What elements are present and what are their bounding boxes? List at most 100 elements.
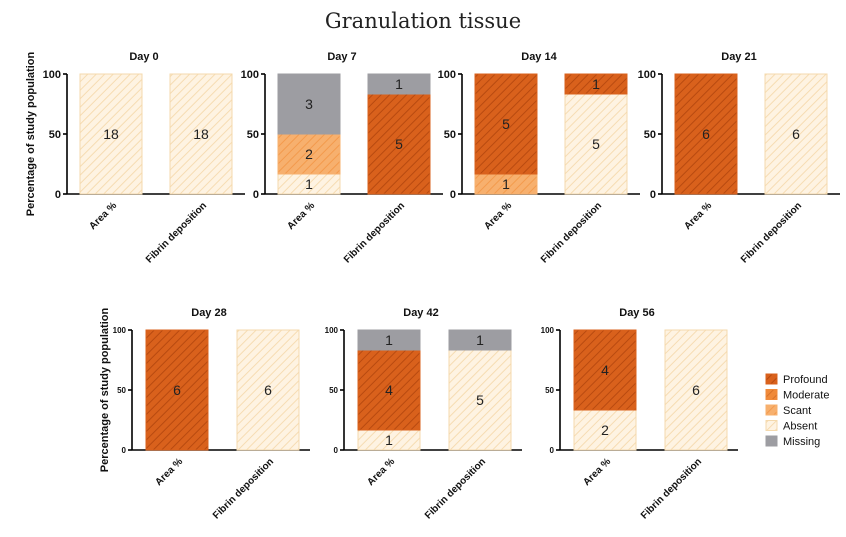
bar-day-42-fibrin-deposition: 51 — [448, 329, 512, 451]
x-tick-label: Fibrin deposition — [144, 200, 209, 265]
bar-segment-absent — [573, 409, 637, 451]
bar-day-56-area: 24 — [573, 329, 637, 451]
segment-count-label: 1 — [305, 176, 313, 192]
segment-count-label: 2 — [601, 422, 609, 438]
y-tick-label: 50 — [117, 386, 126, 395]
legend-label: Moderate — [783, 390, 829, 402]
x-tick-label: Area % — [581, 456, 613, 488]
bar-segment-missing — [277, 73, 341, 135]
bar-segment-profound — [367, 93, 431, 195]
panel-title: Day 56 — [619, 307, 654, 319]
x-tick-label: Fibrin deposition — [639, 456, 704, 521]
y-tick-label: 0 — [55, 189, 61, 201]
y-tick-label: 50 — [247, 129, 259, 141]
segment-count-label: 5 — [502, 116, 510, 132]
y-tick-label: 50 — [444, 129, 456, 141]
segment-count-label: 6 — [264, 382, 272, 398]
y-tick-label: 100 — [638, 69, 656, 81]
y-tick-label: 100 — [241, 69, 259, 81]
bar-segment-missing — [448, 329, 512, 351]
segment-count-label: 5 — [395, 136, 403, 152]
legend-swatch — [765, 435, 778, 447]
bar-segment-profound — [573, 329, 637, 411]
bar-segment-profound — [474, 73, 538, 175]
panel-day-0: Day 0 0 50 100 18 Area % 18 Fibrin deposition — [43, 51, 245, 265]
x-tick-label: Area % — [285, 200, 317, 232]
bar-day-14-area: 15 — [474, 73, 538, 195]
bar-segment-absent — [79, 73, 143, 195]
panel-title: Day 28 — [191, 307, 226, 319]
panel-title: Day 14 — [521, 51, 557, 63]
y-tick-label: 100 — [541, 326, 555, 335]
bar-segment-profound — [357, 349, 421, 431]
panel-title: Day 21 — [721, 51, 756, 63]
segment-count-label: 1 — [385, 432, 393, 448]
bar-segment-profound — [674, 73, 738, 195]
y-axis-label: Percentage of study population — [99, 308, 111, 473]
panel-title: Day 0 — [129, 51, 158, 63]
legend-item-absent: Absent — [765, 420, 817, 433]
bar-day-21-fibrin-deposition: 6 — [764, 73, 828, 195]
bar-segment-profound — [564, 73, 628, 95]
x-tick-label: Fibrin deposition — [342, 200, 407, 265]
bar-day-0-area: 18 — [79, 73, 143, 195]
y-tick-label: 100 — [325, 326, 339, 335]
segment-count-label: 5 — [476, 392, 484, 408]
x-tick-label: Area % — [365, 456, 397, 488]
segment-count-label: 6 — [692, 382, 700, 398]
bar-day-28-fibrin-deposition: 6 — [236, 329, 300, 451]
legend-label: Profound — [783, 374, 828, 386]
segment-count-label: 1 — [502, 176, 510, 192]
x-tick-label: Area % — [482, 200, 514, 232]
y-tick-label: 0 — [253, 189, 259, 201]
segment-count-label: 18 — [103, 126, 119, 142]
panel-day-21: Day 21 0 50 100 6 Area % 6 Fibrin deposition — [638, 51, 840, 265]
x-tick-label: Fibrin deposition — [739, 200, 804, 265]
segment-count-label: 2 — [305, 146, 313, 162]
bar-segment-absent — [664, 329, 728, 451]
bar-day-7-area: 1 2 3 — [277, 73, 341, 195]
bar-segment-absent — [236, 329, 300, 451]
legend: Profound Moderate Scant Absent Missing — [765, 373, 829, 448]
bar-day-7-fibrin-deposition: 51 — [367, 73, 431, 195]
segment-count-label: 18 — [193, 126, 209, 142]
bar-day-28-area: 6 — [145, 329, 209, 451]
legend-swatch — [765, 373, 778, 385]
bar-day-56-fibrin-deposition: 6 — [664, 329, 728, 451]
x-tick-label: Area % — [87, 200, 119, 232]
x-tick-label: Area % — [682, 200, 714, 232]
x-tick-label: Fibrin deposition — [539, 200, 604, 265]
bar-day-14-fibrin-deposition: 51 — [564, 73, 628, 195]
y-axis-label: Percentage of study population — [25, 52, 37, 217]
chart-title: Granulation tissue — [325, 9, 521, 33]
y-tick-label: 100 — [43, 69, 61, 81]
y-tick-label: 50 — [545, 386, 554, 395]
x-tick-label: Fibrin deposition — [211, 456, 276, 521]
legend-item-scant: Scant — [765, 404, 811, 417]
panel-title: Day 42 — [403, 307, 438, 319]
segment-count-label: 4 — [601, 362, 609, 378]
legend-swatch — [765, 389, 778, 400]
y-tick-label: 50 — [49, 129, 61, 141]
bar-segment-missing — [357, 329, 421, 351]
y-tick-label: 0 — [450, 189, 456, 201]
segment-count-label: 6 — [702, 126, 710, 142]
bar-segment-profound — [145, 329, 209, 451]
legend-item-missing: Missing — [765, 435, 820, 448]
bar-segment-absent — [448, 349, 512, 451]
y-tick-label: 100 — [113, 326, 127, 335]
y-tick-label: 0 — [550, 446, 555, 455]
segment-count-label: 4 — [385, 382, 393, 398]
bar-segment-absent — [764, 73, 828, 195]
y-tick-label: 0 — [122, 446, 127, 455]
legend-swatch — [765, 404, 778, 416]
panel-day-28: Day 28 0 50 100 6 Area % 6 Fibrin deposition — [113, 307, 310, 521]
y-tick-label: 50 — [329, 386, 338, 395]
legend-label: Absent — [783, 421, 817, 433]
y-tick-label: 50 — [644, 129, 656, 141]
bar-day-21-area: 6 — [674, 73, 738, 195]
